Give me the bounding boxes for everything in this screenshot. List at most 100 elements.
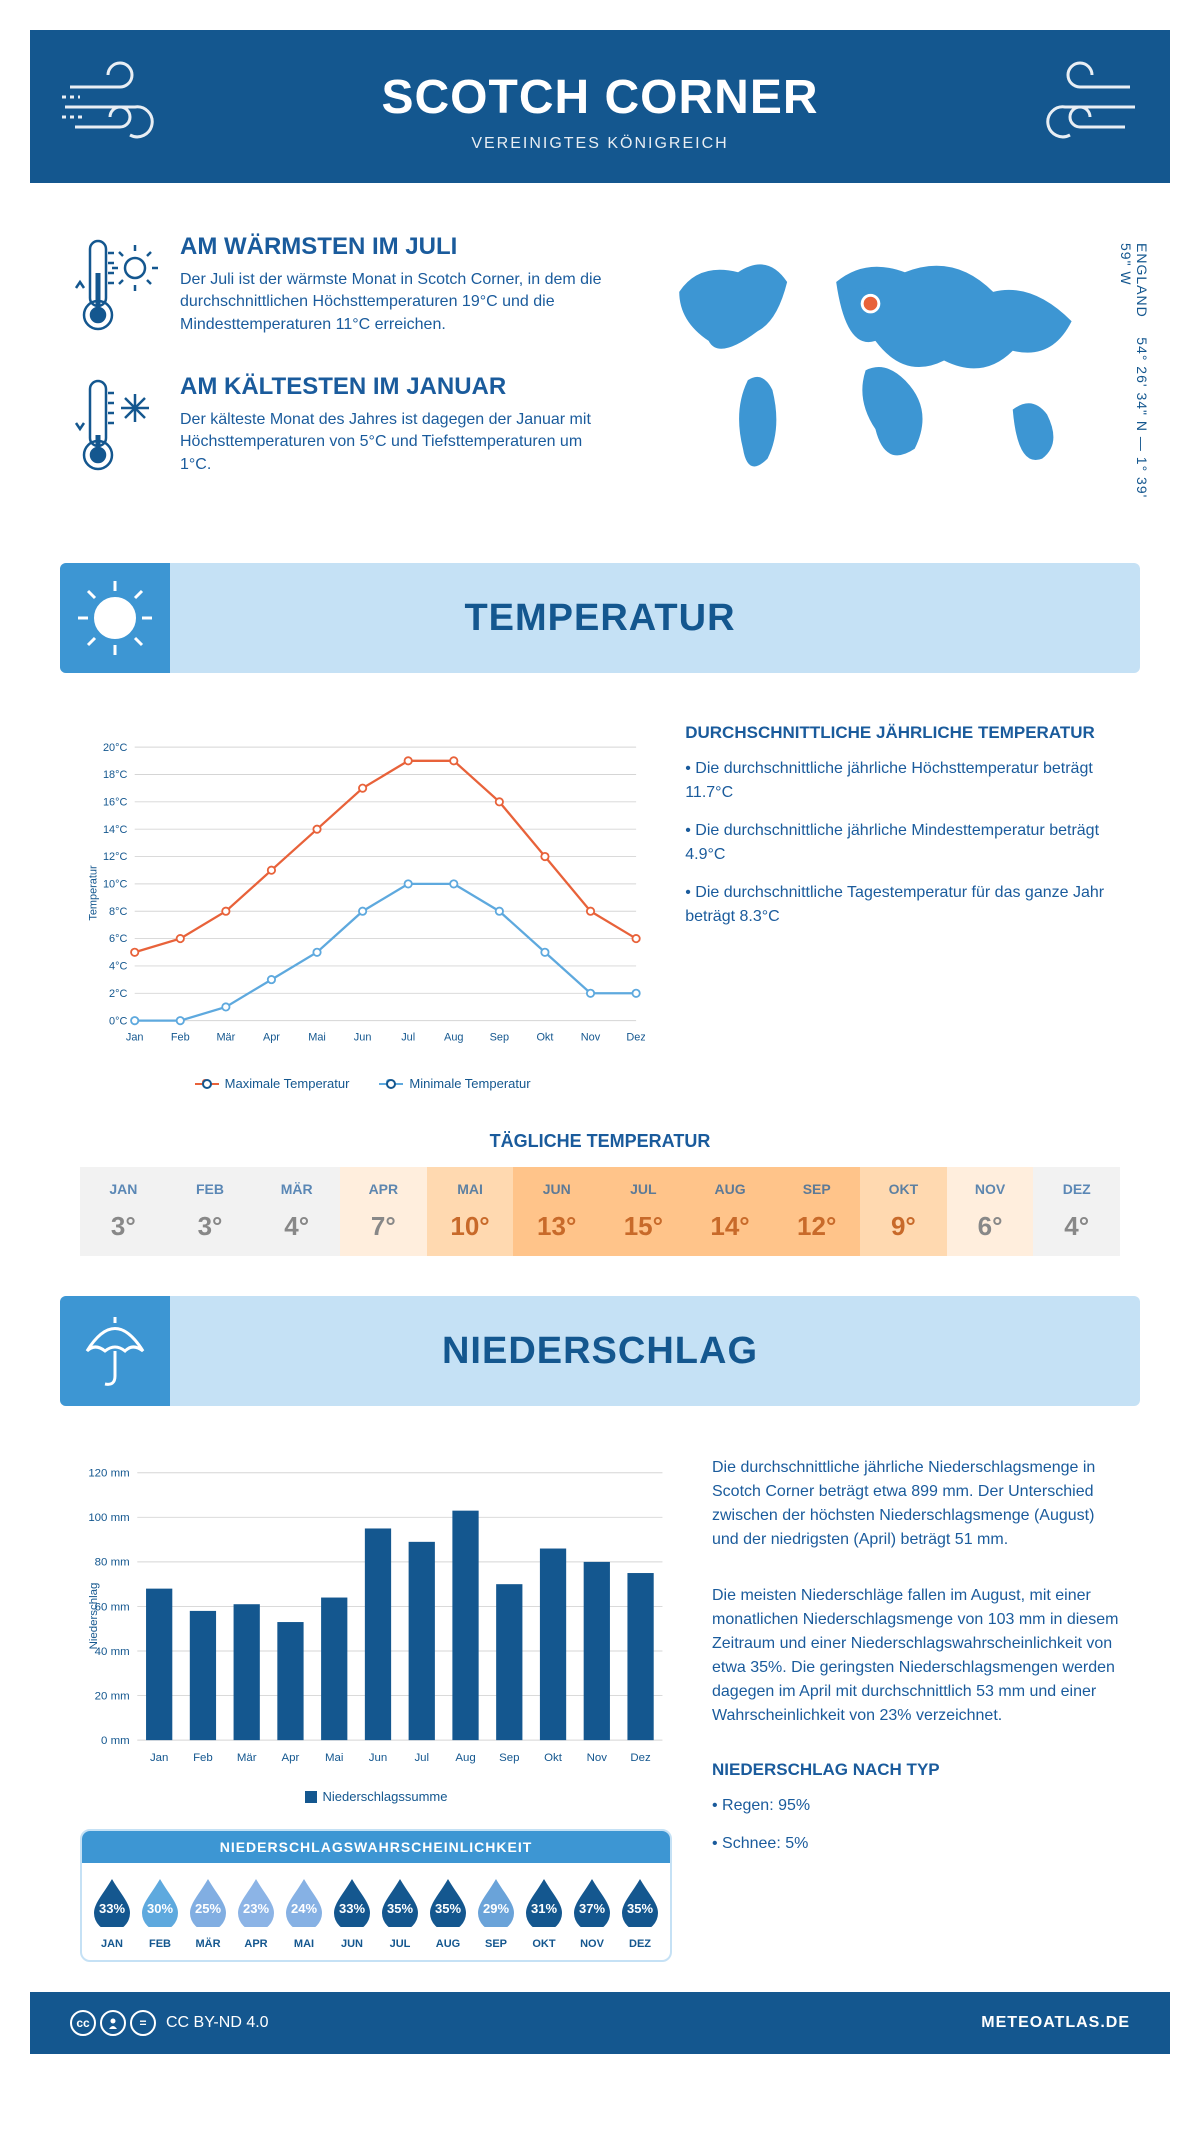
probability-drop: 37% NOV: [570, 1875, 614, 1950]
daily-temp-cell: FEB3°: [167, 1167, 254, 1256]
svg-text:24%: 24%: [291, 1901, 317, 1916]
svg-text:12°C: 12°C: [103, 851, 128, 863]
svg-text:Sep: Sep: [499, 1752, 519, 1764]
probability-drop: 30% FEB: [138, 1875, 182, 1950]
svg-text:20 mm: 20 mm: [95, 1690, 130, 1702]
fact-coldest-text: Der kälteste Monat des Jahres ist dagege…: [180, 409, 610, 476]
svg-text:2°C: 2°C: [109, 988, 127, 1000]
daily-temp-cell: JUL15°: [600, 1167, 687, 1256]
daily-temp-cell: MÄR4°: [253, 1167, 340, 1256]
daily-temp-cell: SEP12°: [773, 1167, 860, 1256]
svg-text:31%: 31%: [531, 1901, 557, 1916]
svg-text:Okt: Okt: [544, 1752, 563, 1764]
svg-text:14°C: 14°C: [103, 824, 128, 836]
fact-warmest: AM WÄRMSTEN IM JULI Der Juli ist der wär…: [70, 233, 610, 343]
svg-text:100 mm: 100 mm: [88, 1512, 129, 1524]
page-subtitle: VEREINIGTES KÖNIGREICH: [50, 135, 1150, 153]
svg-text:Feb: Feb: [171, 1032, 190, 1044]
svg-text:Aug: Aug: [455, 1752, 475, 1764]
svg-text:Sep: Sep: [490, 1032, 509, 1044]
svg-text:Jun: Jun: [369, 1752, 387, 1764]
svg-text:Apr: Apr: [282, 1752, 300, 1764]
svg-text:Jan: Jan: [150, 1752, 168, 1764]
probability-drop: 29% SEP: [474, 1875, 518, 1950]
svg-text:Jul: Jul: [401, 1032, 415, 1044]
svg-text:Apr: Apr: [263, 1032, 280, 1044]
svg-text:120 mm: 120 mm: [88, 1468, 129, 1480]
svg-text:29%: 29%: [483, 1901, 509, 1916]
cc-icons: cc =: [70, 2010, 156, 2036]
precip-legend: Niederschlagssumme: [80, 1789, 672, 1804]
svg-text:35%: 35%: [387, 1901, 413, 1916]
temperature-heading: TEMPERATUR: [464, 597, 735, 640]
temperature-banner: TEMPERATUR: [60, 563, 1140, 673]
probability-drop: 23% APR: [234, 1875, 278, 1950]
temperature-line-chart: 0°C 2°C 4°C 6°C 8°C 10°C 12°C 14°C 16°C 18°C 20°C J…: [80, 723, 645, 1063]
svg-text:33%: 33%: [339, 1901, 365, 1916]
precip-probability-panel: NIEDERSCHLAGSWAHRSCHEINLICHKEIT 33% JAN …: [80, 1829, 672, 1962]
svg-text:Aug: Aug: [444, 1032, 463, 1044]
svg-text:Nov: Nov: [587, 1752, 608, 1764]
svg-text:Mär: Mär: [216, 1032, 235, 1044]
svg-text:Dez: Dez: [630, 1752, 651, 1764]
svg-text:6°C: 6°C: [109, 933, 127, 945]
daily-temp-strip: JAN3°FEB3°MÄR4°APR7°MAI10°JUN13°JUL15°AU…: [80, 1167, 1120, 1256]
svg-text:Temperatur: Temperatur: [87, 865, 99, 921]
wind-icon: [1000, 57, 1140, 157]
daily-temp-cell: AUG14°: [687, 1167, 774, 1256]
temp-legend: Maximale Temperatur Minimale Temperatur: [80, 1076, 645, 1091]
svg-text:Feb: Feb: [193, 1752, 213, 1764]
svg-text:0°C: 0°C: [109, 1015, 127, 1027]
probability-drop: 33% JUN: [330, 1875, 374, 1950]
daily-temp-cell: JUN13°: [513, 1167, 600, 1256]
coordinates: ENGLAND 54° 26' 34" N — 1° 39' 59" W: [1118, 243, 1150, 513]
svg-text:Jan: Jan: [126, 1032, 144, 1044]
daily-temp-cell: JAN3°: [80, 1167, 167, 1256]
daily-temp-cell: APR7°: [340, 1167, 427, 1256]
umbrella-icon: [75, 1311, 155, 1391]
probability-drop: 35% JUL: [378, 1875, 422, 1950]
svg-text:8°C: 8°C: [109, 906, 127, 918]
precip-heading: NIEDERSCHLAG: [442, 1330, 758, 1373]
probability-drop: 25% MÄR: [186, 1875, 230, 1950]
svg-text:16°C: 16°C: [103, 796, 128, 808]
sun-icon: [70, 573, 160, 663]
fact-coldest-title: AM KÄLTESTEN IM JANUAR: [180, 373, 610, 401]
temperature-summary: DURCHSCHNITTLICHE JÄHRLICHE TEMPERATUR •…: [685, 723, 1120, 1091]
precip-bar-chart: 0 mm20 mm40 mm60 mm80 mm100 mm120 mmJanF…: [80, 1456, 672, 1776]
svg-text:Dez: Dez: [626, 1032, 645, 1044]
fact-coldest: AM KÄLTESTEN IM JANUAR Der kälteste Mona…: [70, 373, 610, 483]
daily-temp-cell: MAI10°: [427, 1167, 514, 1256]
probability-drop: 24% MAI: [282, 1875, 326, 1950]
svg-text:35%: 35%: [435, 1901, 461, 1916]
svg-text:10°C: 10°C: [103, 879, 128, 891]
svg-text:4°C: 4°C: [109, 961, 127, 973]
world-map: ENGLAND 54° 26' 34" N — 1° 39' 59" W: [640, 233, 1130, 513]
svg-text:23%: 23%: [243, 1901, 269, 1916]
svg-text:Jul: Jul: [414, 1752, 429, 1764]
daily-temp-cell: DEZ4°: [1033, 1167, 1120, 1256]
precip-banner: NIEDERSCHLAG: [60, 1296, 1140, 1406]
svg-text:Mai: Mai: [308, 1032, 326, 1044]
probability-drop: 35% AUG: [426, 1875, 470, 1950]
fact-warmest-text: Der Juli ist der wärmste Monat in Scotch…: [180, 269, 610, 336]
svg-text:25%: 25%: [195, 1901, 221, 1916]
svg-text:Jun: Jun: [354, 1032, 372, 1044]
svg-text:30%: 30%: [147, 1901, 173, 1916]
fact-warmest-title: AM WÄRMSTEN IM JULI: [180, 233, 610, 261]
svg-text:Mär: Mär: [237, 1752, 257, 1764]
thermometer-sun-icon: [70, 233, 160, 343]
svg-text:18°C: 18°C: [103, 769, 128, 781]
daily-temp-cell: NOV6°: [947, 1167, 1034, 1256]
daily-temp-title: TÄGLICHE TEMPERATUR: [30, 1131, 1170, 1152]
intro-section: AM WÄRMSTEN IM JULI Der Juli ist der wär…: [30, 183, 1170, 543]
svg-text:80 mm: 80 mm: [95, 1557, 130, 1569]
header-banner: SCOTCH CORNER VEREINIGTES KÖNIGREICH: [30, 30, 1170, 183]
svg-text:20°C: 20°C: [103, 742, 128, 754]
svg-text:Mai: Mai: [325, 1752, 343, 1764]
daily-temp-cell: OKT9°: [860, 1167, 947, 1256]
svg-text:Okt: Okt: [536, 1032, 553, 1044]
site-name: METEOATLAS.DE: [981, 2014, 1130, 2032]
svg-text:0 mm: 0 mm: [101, 1735, 130, 1747]
footer: cc = CC BY-ND 4.0 METEOATLAS.DE: [30, 1992, 1170, 2054]
